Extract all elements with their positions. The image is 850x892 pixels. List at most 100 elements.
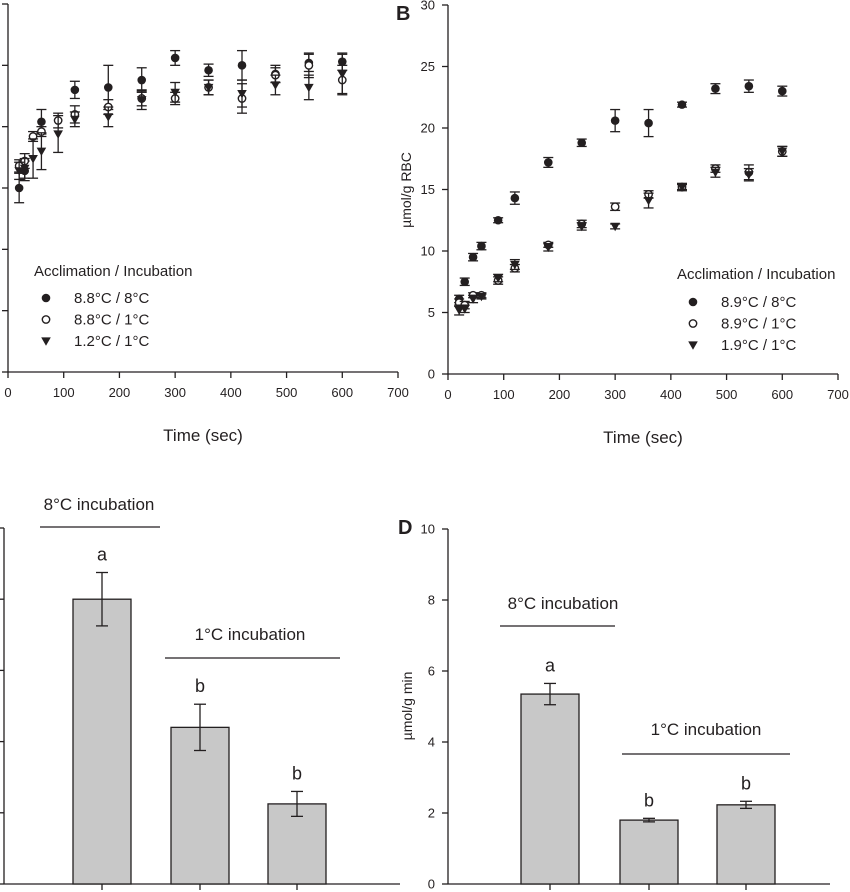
panel-d-y-axis-title: µmol/g min [399, 672, 415, 741]
data-point [493, 215, 503, 225]
data-point [510, 260, 520, 270]
legend-label: 8.9°C / 8°C [721, 294, 797, 311]
data-point [237, 89, 247, 99]
data-point [454, 306, 464, 315]
panel-a-axes [2, 3, 399, 378]
y-tick-label: 4 [428, 735, 435, 750]
bar [170, 726, 230, 885]
significance-letter: b [741, 773, 751, 793]
y-tick-label: 30 [421, 0, 435, 13]
bar [619, 819, 679, 885]
bar-group-1: a [520, 655, 580, 890]
significance-letter: b [292, 763, 302, 783]
legend-marker [41, 315, 51, 324]
data-point [710, 168, 721, 178]
panel-c: a b b 8°C incubation 1°C incubation [0, 495, 400, 890]
data-point [777, 147, 788, 157]
legend-marker [688, 341, 698, 350]
data-point [170, 88, 180, 98]
y-tick-label: 10 [421, 244, 435, 259]
y-tick-label: 8 [428, 593, 435, 608]
panel-b: B 0 100 200 300 400 500 600 700 0 5 10 15 20 25 30 µm… [396, 0, 849, 447]
data-point [137, 75, 147, 85]
data-point [744, 171, 754, 180]
panel-b-legend: 8.9°C / 8°C 8.9°C / 1°C 1.9°C / 1°C [688, 294, 797, 354]
data-point [37, 117, 46, 127]
bar [520, 693, 580, 885]
legend-label: 1.9°C / 1°C [721, 337, 797, 354]
x-tick-label: 300 [604, 387, 626, 402]
x-tick-label: 600 [331, 385, 353, 400]
data-point [337, 70, 348, 79]
y-tick-label: 25 [421, 59, 435, 74]
legend-marker [41, 337, 51, 346]
data-point [460, 277, 470, 287]
data-point [576, 222, 587, 232]
data-point [304, 60, 314, 70]
panel-d-y-tick-labels: 0 2 4 6 8 10 [421, 522, 435, 892]
legend-label: 8.9°C / 1°C [721, 316, 797, 333]
x-tick-label: 700 [827, 387, 849, 402]
x-tick-label: 400 [660, 387, 682, 402]
panel-b-legend-title: Acclimation / Incubation [677, 266, 835, 283]
panel-a-legend: 8.8°C / 8°C 8.8°C / 1°C 1.2°C / 1°C [41, 290, 150, 350]
panel-b-data-marks [454, 79, 788, 316]
data-point [744, 81, 754, 91]
x-tick-label: 400 [220, 385, 242, 400]
x-tick-label: 200 [549, 387, 571, 402]
panel-b-letter: B [396, 3, 410, 25]
data-point [777, 86, 787, 96]
data-point [477, 241, 486, 251]
data-point [711, 84, 720, 93]
data-point [543, 158, 553, 167]
panel-b-x-tick-labels: 0 100 200 300 400 500 600 700 [444, 387, 848, 402]
bar [716, 804, 776, 885]
legend-marker [41, 293, 51, 303]
data-point [577, 138, 587, 148]
x-tick-label: 100 [53, 385, 75, 400]
panel-d-group-label-1c: 1°C incubation [651, 720, 762, 739]
data-point [510, 193, 520, 203]
y-tick-label: 10 [421, 522, 435, 537]
bar-group-3: b [716, 773, 776, 890]
x-tick-label: 100 [493, 387, 515, 402]
data-point [610, 222, 620, 232]
data-point [610, 202, 620, 212]
bar-group-1: a [72, 545, 132, 890]
data-point [468, 295, 478, 304]
data-point [70, 115, 80, 125]
data-point [136, 96, 147, 105]
data-point [270, 81, 281, 90]
data-point [53, 130, 63, 139]
data-point [677, 100, 687, 109]
data-point [14, 167, 24, 176]
series-3 [454, 145, 788, 316]
data-point [103, 83, 113, 92]
y-tick-label: 2 [428, 806, 435, 821]
series-2 [454, 145, 788, 310]
panel-a-data-marks [14, 49, 348, 204]
data-point [493, 274, 503, 283]
data-point [19, 164, 30, 174]
legend-label: 8.8°C / 1°C [74, 312, 150, 329]
data-point [237, 61, 247, 70]
series-2 [14, 52, 348, 173]
significance-letter: b [195, 676, 205, 696]
data-point [170, 53, 180, 63]
series-3 [14, 53, 348, 181]
x-tick-label: 0 [444, 387, 451, 402]
panel-a: 0 100 200 300 400 500 600 700 Time (sec) Acclim… [2, 3, 409, 445]
series-1 [14, 49, 348, 204]
panel-d-bars: a b b [520, 655, 776, 890]
significance-letter: a [97, 545, 108, 565]
x-tick-label: 0 [4, 385, 11, 400]
data-point [610, 116, 620, 125]
x-tick-label: 300 [164, 385, 186, 400]
panel-c-group-label-8c: 8°C incubation [44, 495, 155, 514]
panel-c-bars: a b b [72, 545, 327, 890]
legend-marker [688, 319, 698, 328]
data-point [468, 252, 478, 262]
x-tick-label: 600 [771, 387, 793, 402]
